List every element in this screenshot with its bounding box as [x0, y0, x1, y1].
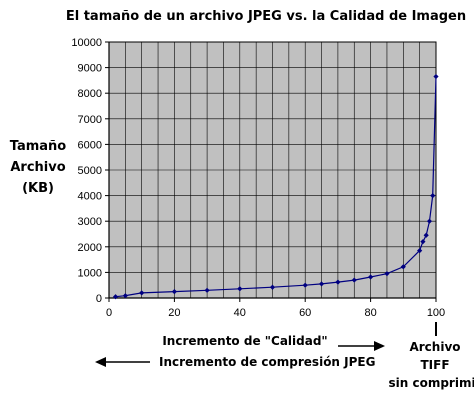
- grid: [109, 42, 436, 298]
- tiff-annotation-line-1: Archivo: [409, 340, 460, 354]
- tiff-annotation-line-2: TIFF: [420, 358, 449, 372]
- data-point: [269, 284, 276, 290]
- data-point: [237, 286, 243, 292]
- data-point: [417, 248, 423, 254]
- data-point: [351, 277, 357, 283]
- y-tick-label: 7000: [78, 114, 102, 126]
- data-point: [384, 271, 390, 277]
- x-tick-label: 100: [427, 307, 445, 319]
- data-point: [318, 281, 325, 287]
- y-axis-label-line-3: (KB): [22, 181, 54, 196]
- x-tick-label: 80: [364, 307, 376, 319]
- y-axis-label-line-1: Tamaño: [10, 139, 67, 154]
- x-tick-label: 20: [168, 307, 180, 319]
- data-point: [122, 293, 128, 299]
- data-point: [433, 73, 439, 80]
- left-arrow-head: [95, 357, 106, 367]
- chart-title: El tamaño de un archivo JPEG vs. la Cali…: [66, 9, 466, 24]
- y-tick-label: 10000: [71, 37, 102, 49]
- right-arrow-head: [374, 341, 385, 351]
- data-point: [302, 282, 308, 288]
- y-tick-label: 0: [96, 293, 102, 305]
- x-tick-label: 60: [299, 307, 311, 319]
- compression-annotation: Incremento de compresión JPEG: [159, 355, 375, 369]
- data-point: [112, 294, 119, 300]
- y-tick-label: 5000: [78, 165, 102, 177]
- data-point: [400, 264, 406, 270]
- x-axis-label: Incremento de "Calidad": [162, 334, 327, 348]
- y-tick-label: 1000: [78, 267, 102, 279]
- data-point: [420, 239, 426, 245]
- axes: [105, 41, 437, 302]
- x-tick-label: 0: [106, 307, 112, 319]
- y-tick-label: 2000: [78, 242, 102, 254]
- data-point: [335, 279, 341, 285]
- y-tick-label: 6000: [78, 139, 102, 151]
- tick-labels: 0100020003000400050006000700080009000100…: [71, 37, 445, 319]
- data-point: [171, 289, 177, 295]
- data-point: [423, 232, 429, 238]
- data-point: [368, 274, 374, 280]
- series-layer: [112, 73, 439, 300]
- y-tick-label: 8000: [78, 88, 102, 100]
- y-tick-label: 4000: [78, 191, 102, 203]
- y-tick-label: 3000: [78, 216, 102, 228]
- data-point: [430, 193, 436, 199]
- data-point: [426, 218, 433, 224]
- y-axis-label-line-2: Archivo: [10, 160, 65, 175]
- y-tick-label: 9000: [78, 63, 102, 75]
- tiff-annotation-line-3: sin comprimir: [389, 376, 474, 390]
- data-point: [204, 287, 210, 293]
- data-point: [139, 290, 145, 296]
- x-tick-label: 40: [234, 307, 246, 319]
